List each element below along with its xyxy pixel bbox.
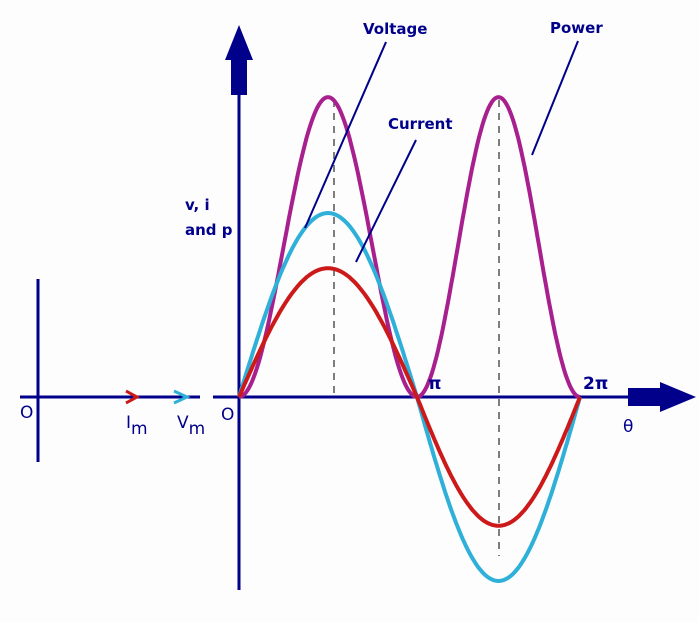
two-pi-tick-label: 2π [583, 374, 608, 394]
y-axis-label-line2: and p [185, 221, 233, 239]
y-axis-label-line1: v, i [185, 196, 210, 214]
phasor-origin-label: O [20, 403, 33, 423]
voltage-leader-line [304, 41, 387, 229]
x-axis-label: θ [623, 417, 633, 437]
im-label: Im [126, 413, 148, 439]
voltage-label: Voltage [363, 20, 427, 38]
power-curve [238, 95, 581, 400]
current-curve [237, 266, 582, 528]
current-leader-line [355, 139, 417, 263]
power-label: Power [550, 19, 603, 37]
phasor-diagram: O Im Vm [20, 279, 205, 462]
origin-label: O [221, 405, 234, 425]
current-label: Current [388, 115, 453, 133]
y-axis-arrow-icon [225, 25, 253, 95]
voltage-phasor-arrowhead-icon [173, 389, 191, 405]
pi-tick-label: π [428, 374, 441, 394]
power-leader-line [531, 40, 579, 156]
x-axis-arrow-icon [628, 382, 696, 412]
vm-label: Vm [177, 413, 205, 439]
current-phasor-arrowhead-icon [125, 389, 141, 405]
